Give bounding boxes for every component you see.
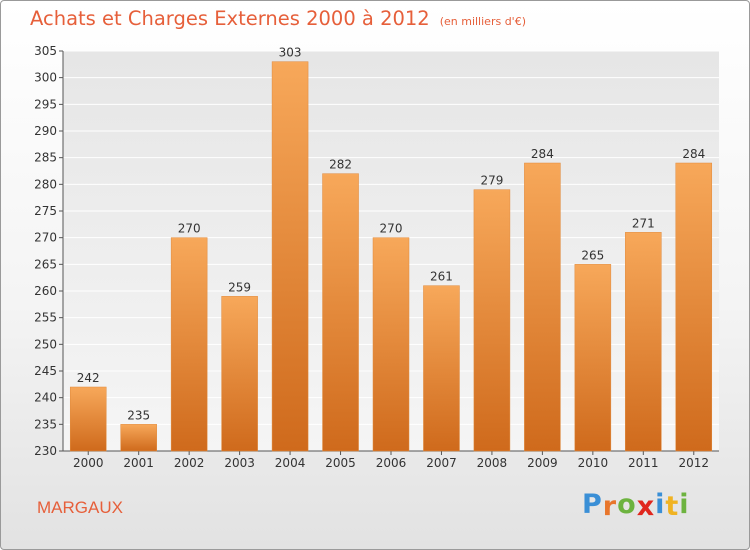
y-tick-label: 300 — [34, 71, 57, 85]
logo-letter: t — [665, 491, 680, 522]
y-tick-label: 305 — [34, 44, 57, 58]
bar-value-label: 242 — [77, 371, 100, 385]
y-tick-label: 235 — [34, 417, 57, 431]
bar-value-label: 284 — [682, 147, 705, 161]
x-tick-label: 2001 — [123, 456, 154, 470]
y-tick-label: 295 — [34, 97, 57, 111]
bar-2005 — [322, 173, 359, 452]
bar-2009 — [524, 162, 561, 452]
bar-value-label: 271 — [632, 216, 655, 230]
bar-2001 — [120, 424, 157, 452]
bar-2011 — [625, 232, 662, 452]
x-tick-label: 2007 — [426, 456, 457, 470]
bar-value-label: 270 — [380, 222, 403, 236]
bar-2000 — [69, 386, 107, 452]
bar-value-label: 279 — [480, 174, 503, 188]
bar-value-label: 259 — [228, 280, 251, 294]
bar-value-label: 303 — [279, 46, 302, 60]
bar-2010 — [574, 264, 612, 452]
bar-2003 — [221, 296, 258, 452]
logo-letter: r — [602, 491, 618, 522]
chart-title-text: Achats et Charges Externes 2000 à 2012 — [30, 7, 430, 30]
x-tick-label: 2012 — [678, 456, 709, 470]
bar-2002 — [170, 237, 208, 452]
logo-letter: i — [655, 489, 666, 520]
y-tick-label: 230 — [34, 444, 57, 458]
proxiti-logo: Proxiti — [582, 489, 690, 522]
chart-title: Achats et Charges Externes 2000 à 2012 (e… — [30, 7, 526, 30]
y-tick-label: 285 — [34, 151, 57, 165]
x-tick-label: 2009 — [527, 456, 558, 470]
bar-2006 — [372, 237, 410, 452]
x-tick-label: 2010 — [578, 456, 609, 470]
bar-value-label: 261 — [430, 270, 453, 284]
bar-2008 — [473, 189, 511, 452]
y-tick-label: 280 — [34, 177, 57, 191]
bar-2004 — [271, 61, 309, 452]
bar-value-label: 282 — [329, 158, 352, 172]
y-tick-label: 265 — [34, 257, 57, 271]
y-tick-label: 250 — [34, 337, 57, 351]
x-tick-label: 2006 — [376, 456, 407, 470]
logo-letter: o — [617, 489, 637, 520]
bar-value-label: 265 — [581, 248, 604, 262]
x-tick-label: 2000 — [73, 456, 104, 470]
logo-letter: x — [636, 491, 656, 522]
bar-value-label: 235 — [127, 408, 150, 422]
y-tick-label: 245 — [34, 364, 57, 378]
y-tick-label: 260 — [34, 284, 57, 298]
y-tick-label: 270 — [34, 231, 57, 245]
city-name: MARGAUX — [37, 498, 123, 517]
logo-letter: P — [582, 489, 603, 520]
x-tick-label: 2008 — [477, 456, 508, 470]
y-tick-label: 240 — [34, 391, 57, 405]
x-tick-label: 2011 — [628, 456, 659, 470]
x-tick-label: 2005 — [325, 456, 356, 470]
bar-2007 — [423, 285, 460, 452]
bar-value-label: 270 — [178, 222, 201, 236]
y-tick-label: 255 — [34, 311, 57, 325]
x-tick-label: 2004 — [275, 456, 306, 470]
bar-value-label: 284 — [531, 147, 554, 161]
y-tick-label: 275 — [34, 204, 57, 218]
x-tick-label: 2002 — [174, 456, 205, 470]
y-tick-label: 290 — [34, 124, 57, 138]
bar-2012 — [675, 162, 713, 452]
logo-letter: i — [679, 489, 690, 520]
chart-unit-label: (en milliers d'€) — [439, 15, 526, 28]
x-tick-label: 2003 — [224, 456, 255, 470]
